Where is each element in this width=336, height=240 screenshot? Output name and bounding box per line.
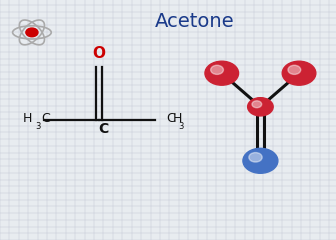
Circle shape [282,61,316,85]
Text: 3: 3 [35,122,41,132]
Circle shape [26,28,38,37]
Circle shape [211,65,223,74]
Circle shape [252,101,262,108]
Text: H: H [23,112,32,125]
Circle shape [249,153,262,162]
Text: 3: 3 [178,122,183,132]
Circle shape [205,61,239,85]
Circle shape [248,98,273,116]
Text: O: O [93,46,106,61]
Text: C: C [41,112,50,125]
Circle shape [243,148,278,173]
Text: C: C [98,122,108,136]
Circle shape [288,65,301,74]
Text: C: C [166,112,175,125]
Text: Acetone: Acetone [155,12,235,31]
Text: H: H [173,112,182,125]
